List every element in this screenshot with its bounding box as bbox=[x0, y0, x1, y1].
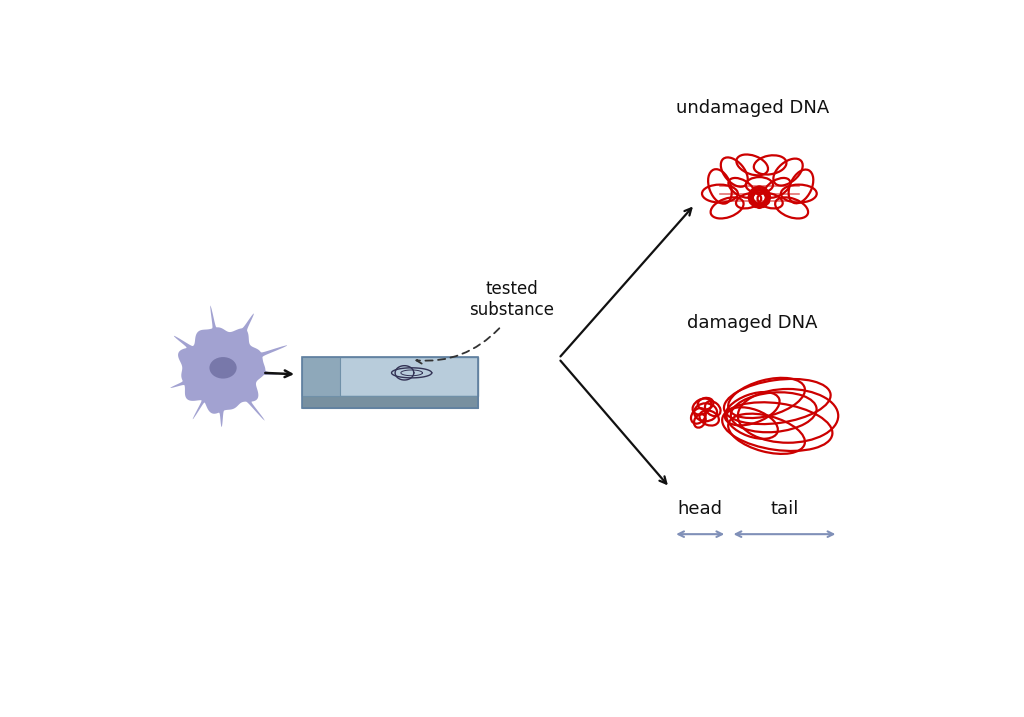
Polygon shape bbox=[302, 357, 340, 396]
Text: undamaged DNA: undamaged DNA bbox=[676, 98, 828, 117]
Text: tail: tail bbox=[770, 500, 799, 518]
Polygon shape bbox=[302, 357, 478, 396]
Text: tested
substance: tested substance bbox=[469, 280, 555, 319]
Text: damaged DNA: damaged DNA bbox=[687, 313, 817, 332]
Polygon shape bbox=[302, 396, 478, 407]
Polygon shape bbox=[170, 305, 287, 427]
Ellipse shape bbox=[210, 357, 237, 379]
Text: head: head bbox=[678, 500, 723, 518]
